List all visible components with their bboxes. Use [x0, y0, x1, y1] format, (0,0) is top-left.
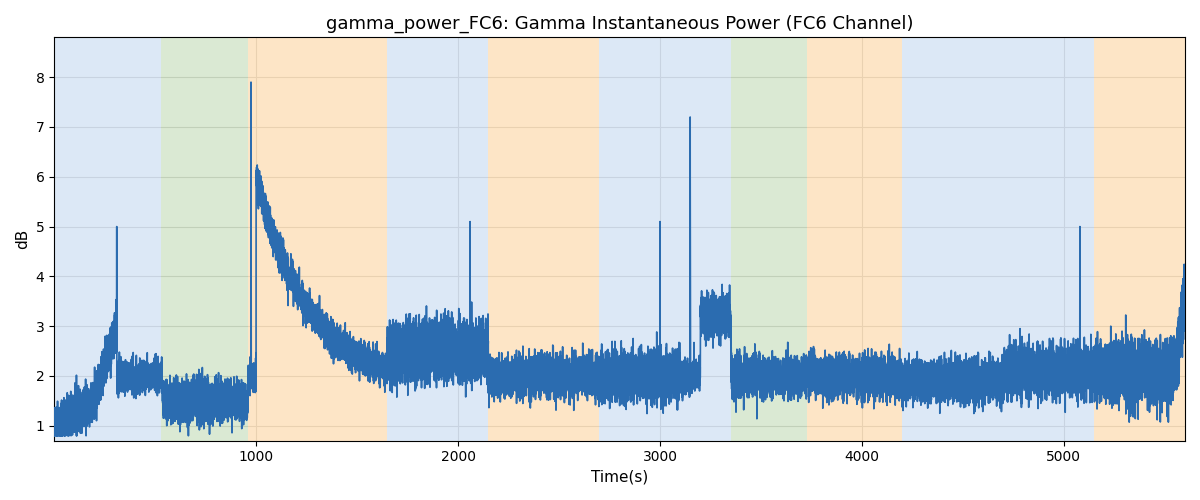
Bar [161, 38, 248, 440]
Bar [248, 38, 388, 440]
Bar [599, 38, 680, 440]
Title: gamma_power_FC6: Gamma Instantaneous Power (FC6 Channel): gamma_power_FC6: Gamma Instantaneous Pow… [326, 15, 913, 34]
Bar [680, 38, 731, 440]
Bar [89, 38, 161, 440]
X-axis label: Time(s): Time(s) [590, 470, 648, 485]
Y-axis label: dB: dB [16, 229, 30, 249]
Bar [388, 38, 488, 440]
Bar [488, 38, 599, 440]
Bar [902, 38, 1003, 440]
Bar [1094, 38, 1186, 440]
Bar [1003, 38, 1094, 440]
Bar [731, 38, 808, 440]
Bar [54, 38, 89, 440]
Bar [808, 38, 902, 440]
